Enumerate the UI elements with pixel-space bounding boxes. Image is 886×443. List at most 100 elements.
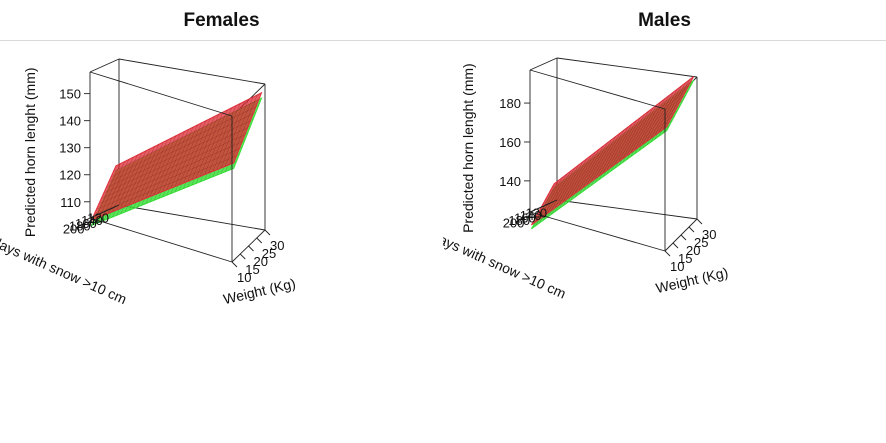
- surface-mesh-line: [547, 91, 686, 197]
- surface-mesh-line: [200, 109, 228, 177]
- y-tick: [85, 216, 92, 221]
- x-tick: [256, 237, 263, 244]
- chart-males: 1401601801201401601802001015202530Predic…: [443, 57, 730, 302]
- surface-mesh-line: [630, 104, 657, 153]
- surface-mesh-line: [590, 136, 616, 182]
- surface-upper: [90, 91, 263, 221]
- y-tick: [525, 210, 532, 215]
- x-axis-label: Weight (Kg): [654, 264, 729, 296]
- y-tick: [536, 205, 543, 210]
- surface-mesh-line: [642, 95, 670, 145]
- surface-mesh-line: [93, 155, 237, 215]
- surface-mesh-line: [229, 94, 258, 165]
- y-tick: [91, 214, 98, 218]
- surface-mesh-line: [204, 107, 232, 175]
- surface-mesh-line: [650, 88, 678, 139]
- surface-upper: [530, 76, 695, 226]
- y-tick-label: 180: [69, 219, 91, 234]
- x-tick: [696, 218, 703, 225]
- surface-mesh-line: [533, 121, 670, 222]
- panel-males: Males 140 160 180 120 140 160 180 200 10 15 20 25 30…: [443, 0, 886, 443]
- surface-mesh-line: [638, 98, 666, 148]
- surface-mesh-line: [99, 161, 125, 217]
- surface-mesh-line: [602, 126, 629, 174]
- y-tick: [542, 203, 549, 208]
- surface-mesh-line: [540, 106, 678, 209]
- y-tick-label: 200: [63, 221, 85, 236]
- title-divider: [0, 40, 886, 41]
- y-tick: [530, 208, 538, 213]
- y-tick-label: 160: [75, 216, 97, 231]
- surface-mesh-line: [618, 114, 645, 162]
- x-tick-label: 30: [702, 227, 716, 242]
- surface-mesh-line: [606, 123, 633, 171]
- z-axis-label: Predicted horn lenght (mm): [22, 67, 38, 237]
- surface-mesh-line: [634, 101, 662, 150]
- surface-mesh-line: [158, 131, 185, 194]
- z-tick-label: 150: [59, 87, 81, 102]
- surface-mesh-line: [170, 124, 198, 189]
- x-tick: [688, 226, 695, 233]
- surface-mesh-line: [598, 129, 625, 176]
- y-tick: [103, 208, 111, 213]
- surface-mesh-line: [137, 142, 164, 202]
- surface-mesh-line: [535, 116, 673, 217]
- x-axis-label: Weight (Kg): [222, 275, 297, 307]
- y-tick: [109, 205, 117, 210]
- x-tick-label: 15: [245, 262, 259, 277]
- surface-mesh-line: [220, 99, 249, 169]
- surface-mesh-line: [539, 177, 563, 220]
- box-edge: [118, 204, 266, 231]
- surface-mesh-line: [551, 167, 575, 211]
- surface-mesh-line: [563, 158, 588, 202]
- surface-mesh-line: [594, 133, 621, 179]
- panel-females: Females 110 120 130 140 150 120 140 160 180 200 10…: [0, 10, 297, 307]
- surface-mesh-line: [654, 85, 682, 136]
- surface-mesh-line: [113, 99, 259, 172]
- box-edge: [556, 57, 698, 78]
- surface-mesh-line: [128, 146, 155, 206]
- surface-mesh-line: [108, 157, 134, 214]
- x-tick: [231, 261, 238, 268]
- surface-mesh-line: [96, 148, 240, 210]
- surface-mesh-line: [162, 129, 189, 192]
- z-tick-label: 130: [59, 141, 81, 156]
- chart-title: Males: [638, 10, 691, 31]
- z-tick-label: 180: [499, 96, 521, 111]
- surface-mesh-line: [658, 82, 686, 133]
- x-tick-label: 15: [678, 251, 692, 266]
- surface-mesh-line: [542, 101, 681, 205]
- surface-mesh-line: [166, 127, 194, 190]
- surface-mesh-line: [149, 135, 177, 197]
- surface-mesh-line: [95, 163, 121, 219]
- y-tick: [547, 200, 555, 205]
- y-tick-label: 140: [520, 208, 542, 223]
- surface-mesh-line: [549, 86, 689, 193]
- surface-mesh-line: [646, 92, 674, 142]
- y-tick-label: 120: [87, 210, 109, 225]
- surface-mesh-line: [141, 139, 168, 200]
- surface-mesh-line: [551, 81, 692, 189]
- surface-mesh-line: [538, 111, 675, 213]
- y-tick: [97, 211, 104, 216]
- surface-mesh-line: [614, 117, 641, 165]
- surface-mesh-line: [547, 171, 571, 214]
- z-tick-label: 120: [59, 168, 81, 183]
- box-edge: [529, 57, 558, 71]
- x-tick-label: 10: [237, 270, 251, 285]
- surface-mesh-line: [662, 79, 690, 130]
- box-edge: [556, 199, 698, 220]
- z-tick-label: 110: [60, 195, 81, 210]
- x-tick-label: 25: [694, 235, 708, 250]
- surface-mesh-line: [225, 96, 254, 167]
- box-edge: [89, 217, 233, 263]
- surface-mesh-line: [195, 112, 224, 179]
- surface-mesh-line: [574, 148, 600, 194]
- surface-mesh-line: [610, 120, 637, 168]
- surface-mesh-line: [212, 103, 241, 172]
- surface-mesh-line: [578, 145, 604, 191]
- surface-mesh-line: [535, 180, 559, 223]
- surface-mesh-line: [191, 114, 219, 180]
- surface-mesh-line: [622, 111, 649, 159]
- surface-mesh-line: [145, 137, 172, 199]
